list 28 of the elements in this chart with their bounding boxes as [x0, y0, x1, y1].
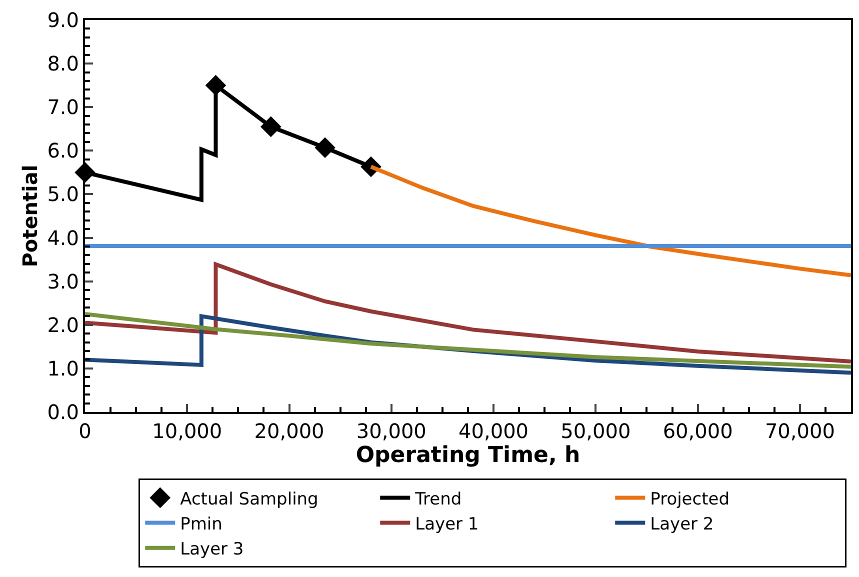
x-tick-label: 40,000: [458, 419, 529, 443]
y-tick-label: 8.0: [47, 52, 79, 76]
legend-label: Trend: [414, 489, 462, 510]
y-tick-label: 1.0: [47, 356, 79, 380]
y-tick-label: 0.0: [47, 400, 79, 424]
y-tick-label: 2.0: [47, 312, 79, 337]
y-tick-label: 7.0: [47, 95, 79, 120]
y-axis-title: Potential: [18, 164, 42, 268]
x-tick-label: 30,000: [356, 419, 426, 443]
x-tick-label: 0: [78, 419, 92, 443]
legend-label: Actual Sampling: [180, 489, 318, 510]
x-tick-label: 50,000: [560, 419, 631, 443]
line-series: [85, 262, 851, 364]
legend-label: Pmin: [180, 514, 222, 534]
y-tick-label: 3.0: [47, 269, 79, 294]
y-tick-label: 6.0: [47, 138, 79, 163]
x-tick-label: 60,000: [662, 419, 733, 443]
y-tick-label: 5.0: [47, 182, 79, 206]
legend-label: Layer 1: [415, 514, 479, 534]
y-tick-label: 9.0: [47, 8, 79, 32]
x-tick-label: 20,000: [254, 419, 324, 443]
y-tick-label: 4.0: [47, 226, 79, 250]
x-axis-title: Operating Time, h: [356, 443, 580, 468]
legend-label: Layer 2: [650, 514, 714, 534]
legend-label: Layer 3: [180, 540, 244, 560]
legend-label: Projected: [650, 489, 730, 510]
x-tick-label: 10,000: [152, 419, 222, 443]
x-tick-label: 70,000: [764, 419, 835, 443]
